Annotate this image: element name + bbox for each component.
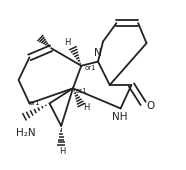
- Text: H: H: [83, 103, 89, 112]
- Text: or1: or1: [85, 65, 96, 71]
- Text: H₂N: H₂N: [16, 129, 36, 139]
- Text: O: O: [147, 101, 155, 111]
- Text: or1: or1: [76, 88, 87, 94]
- Text: or1: or1: [29, 100, 40, 106]
- Text: N: N: [94, 48, 102, 58]
- Text: H: H: [59, 147, 65, 156]
- Text: H: H: [64, 38, 70, 47]
- Text: NH: NH: [112, 112, 128, 122]
